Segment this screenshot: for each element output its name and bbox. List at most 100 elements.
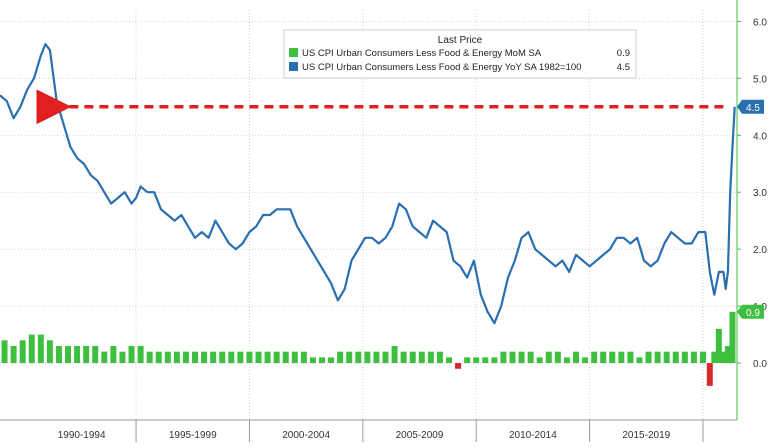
x-tick-label: 1995-1999: [169, 430, 217, 441]
mom-bar: [37, 334, 44, 364]
legend-value-yoy: 4.5: [617, 62, 630, 73]
mom-bar: [400, 351, 407, 364]
mom-bar: [690, 351, 697, 364]
yoy-line: [0, 43, 736, 325]
mom-last-value-badge: [737, 304, 764, 319]
mom-bar: [328, 357, 335, 364]
mom-bar: [219, 351, 226, 364]
mom-bar: [264, 351, 271, 364]
y-tick-label: 6.0: [753, 17, 767, 28]
legend-swatch-mom: [289, 48, 298, 57]
mom-bar: [246, 351, 253, 364]
mom-bar: [346, 351, 353, 364]
mom-bar: [464, 357, 471, 364]
mom-bar: [309, 357, 316, 364]
mom-bar: [74, 345, 81, 364]
mom-bar: [609, 351, 616, 364]
mom-bar: [273, 351, 280, 364]
mom-bar: [201, 351, 208, 364]
mom-bar: [600, 351, 607, 364]
x-tick-label: 1990-1994: [58, 430, 106, 441]
mom-bar: [92, 345, 99, 364]
legend-swatch-yoy: [289, 62, 298, 71]
mom-bar: [724, 345, 731, 364]
mom-bar: [355, 351, 362, 364]
mom-bar: [636, 357, 643, 364]
mom-bar: [645, 351, 652, 364]
mom-bar: [436, 351, 443, 364]
mom-bar: [110, 345, 117, 364]
x-tick-label: 2010-2014: [509, 430, 557, 441]
yoy-line-path: [0, 43, 736, 325]
legend-label-yoy: US CPI Urban Consumers Less Food & Energ…: [302, 62, 581, 73]
mom-bar: [681, 351, 688, 364]
mom-bar: [418, 351, 425, 364]
mom-bar: [711, 351, 718, 364]
legend-label-mom: US CPI Urban Consumers Less Food & Energ…: [302, 48, 542, 59]
mom-bar: [518, 351, 525, 364]
mom-bar: [672, 351, 679, 364]
mom-bar: [729, 311, 736, 364]
mom-bar: [19, 340, 26, 364]
x-tick-label: 2015-2019: [622, 430, 670, 441]
mom-bar: [663, 351, 670, 364]
y-tick-label: 2.0: [753, 245, 767, 256]
mom-bar: [83, 345, 90, 364]
mom-last-value-label: 0.9: [746, 308, 760, 319]
mom-bar: [554, 351, 561, 364]
mom-bar: [706, 363, 713, 386]
mom-bar: [455, 363, 462, 369]
mom-bar: [55, 345, 62, 364]
mom-bar: [582, 357, 589, 364]
legend-value-mom: 0.9: [617, 48, 630, 59]
last-value-badges: 4.5 0.9: [737, 99, 764, 319]
x-tick-label: 2005-2009: [396, 430, 444, 441]
legend-title: Last Price: [438, 35, 483, 46]
mom-bar: [210, 351, 217, 364]
mom-bar: [473, 357, 480, 364]
legend: Last Price US CPI Urban Consumers Less F…: [283, 29, 637, 79]
mom-bar: [563, 357, 570, 364]
mom-bar: [618, 351, 625, 364]
mom-bar: [337, 351, 344, 364]
mom-bar: [364, 351, 371, 364]
mom-bar: [572, 351, 579, 364]
mom-bar: [382, 351, 389, 364]
mom-bar: [491, 357, 498, 364]
mom-bar: [255, 351, 262, 364]
mom-bar: [282, 351, 289, 364]
y-tick-label: 4.0: [753, 131, 767, 142]
mom-bar: [319, 357, 326, 364]
mom-bar: [119, 351, 126, 364]
mom-bar: [192, 351, 199, 364]
mom-bar: [65, 345, 72, 364]
x-tick-label: 2000-2004: [282, 430, 330, 441]
mom-bar: [446, 357, 453, 364]
mom-bar: [527, 351, 534, 364]
yoy-last-value-label: 4.5: [746, 103, 760, 114]
mom-bar: [500, 351, 507, 364]
mom-bar: [146, 351, 153, 364]
mom-bar: [182, 351, 189, 364]
mom-bar: [715, 328, 722, 364]
mom-bar: [699, 351, 706, 364]
mom-bar: [654, 351, 661, 364]
mom-bar: [427, 351, 434, 364]
mom-bar: [536, 357, 543, 364]
x-axis: 1990-1994 1995-1999 2000-2004 2005-2009 2010…: [0, 419, 737, 442]
mom-bar: [591, 351, 598, 364]
mom-bar: [164, 351, 171, 364]
mom-bar: [128, 345, 135, 364]
mom-bar: [291, 351, 298, 364]
grid-lines: [0, 10, 737, 420]
mom-bar: [482, 357, 489, 364]
y-tick-label: 5.0: [753, 74, 767, 85]
y-tick-label: 3.0: [753, 188, 767, 199]
mom-bar: [545, 351, 552, 364]
mom-bar: [300, 351, 307, 364]
mom-bar: [46, 340, 53, 364]
mom-bar: [1, 340, 8, 364]
mom-bar: [391, 345, 398, 364]
